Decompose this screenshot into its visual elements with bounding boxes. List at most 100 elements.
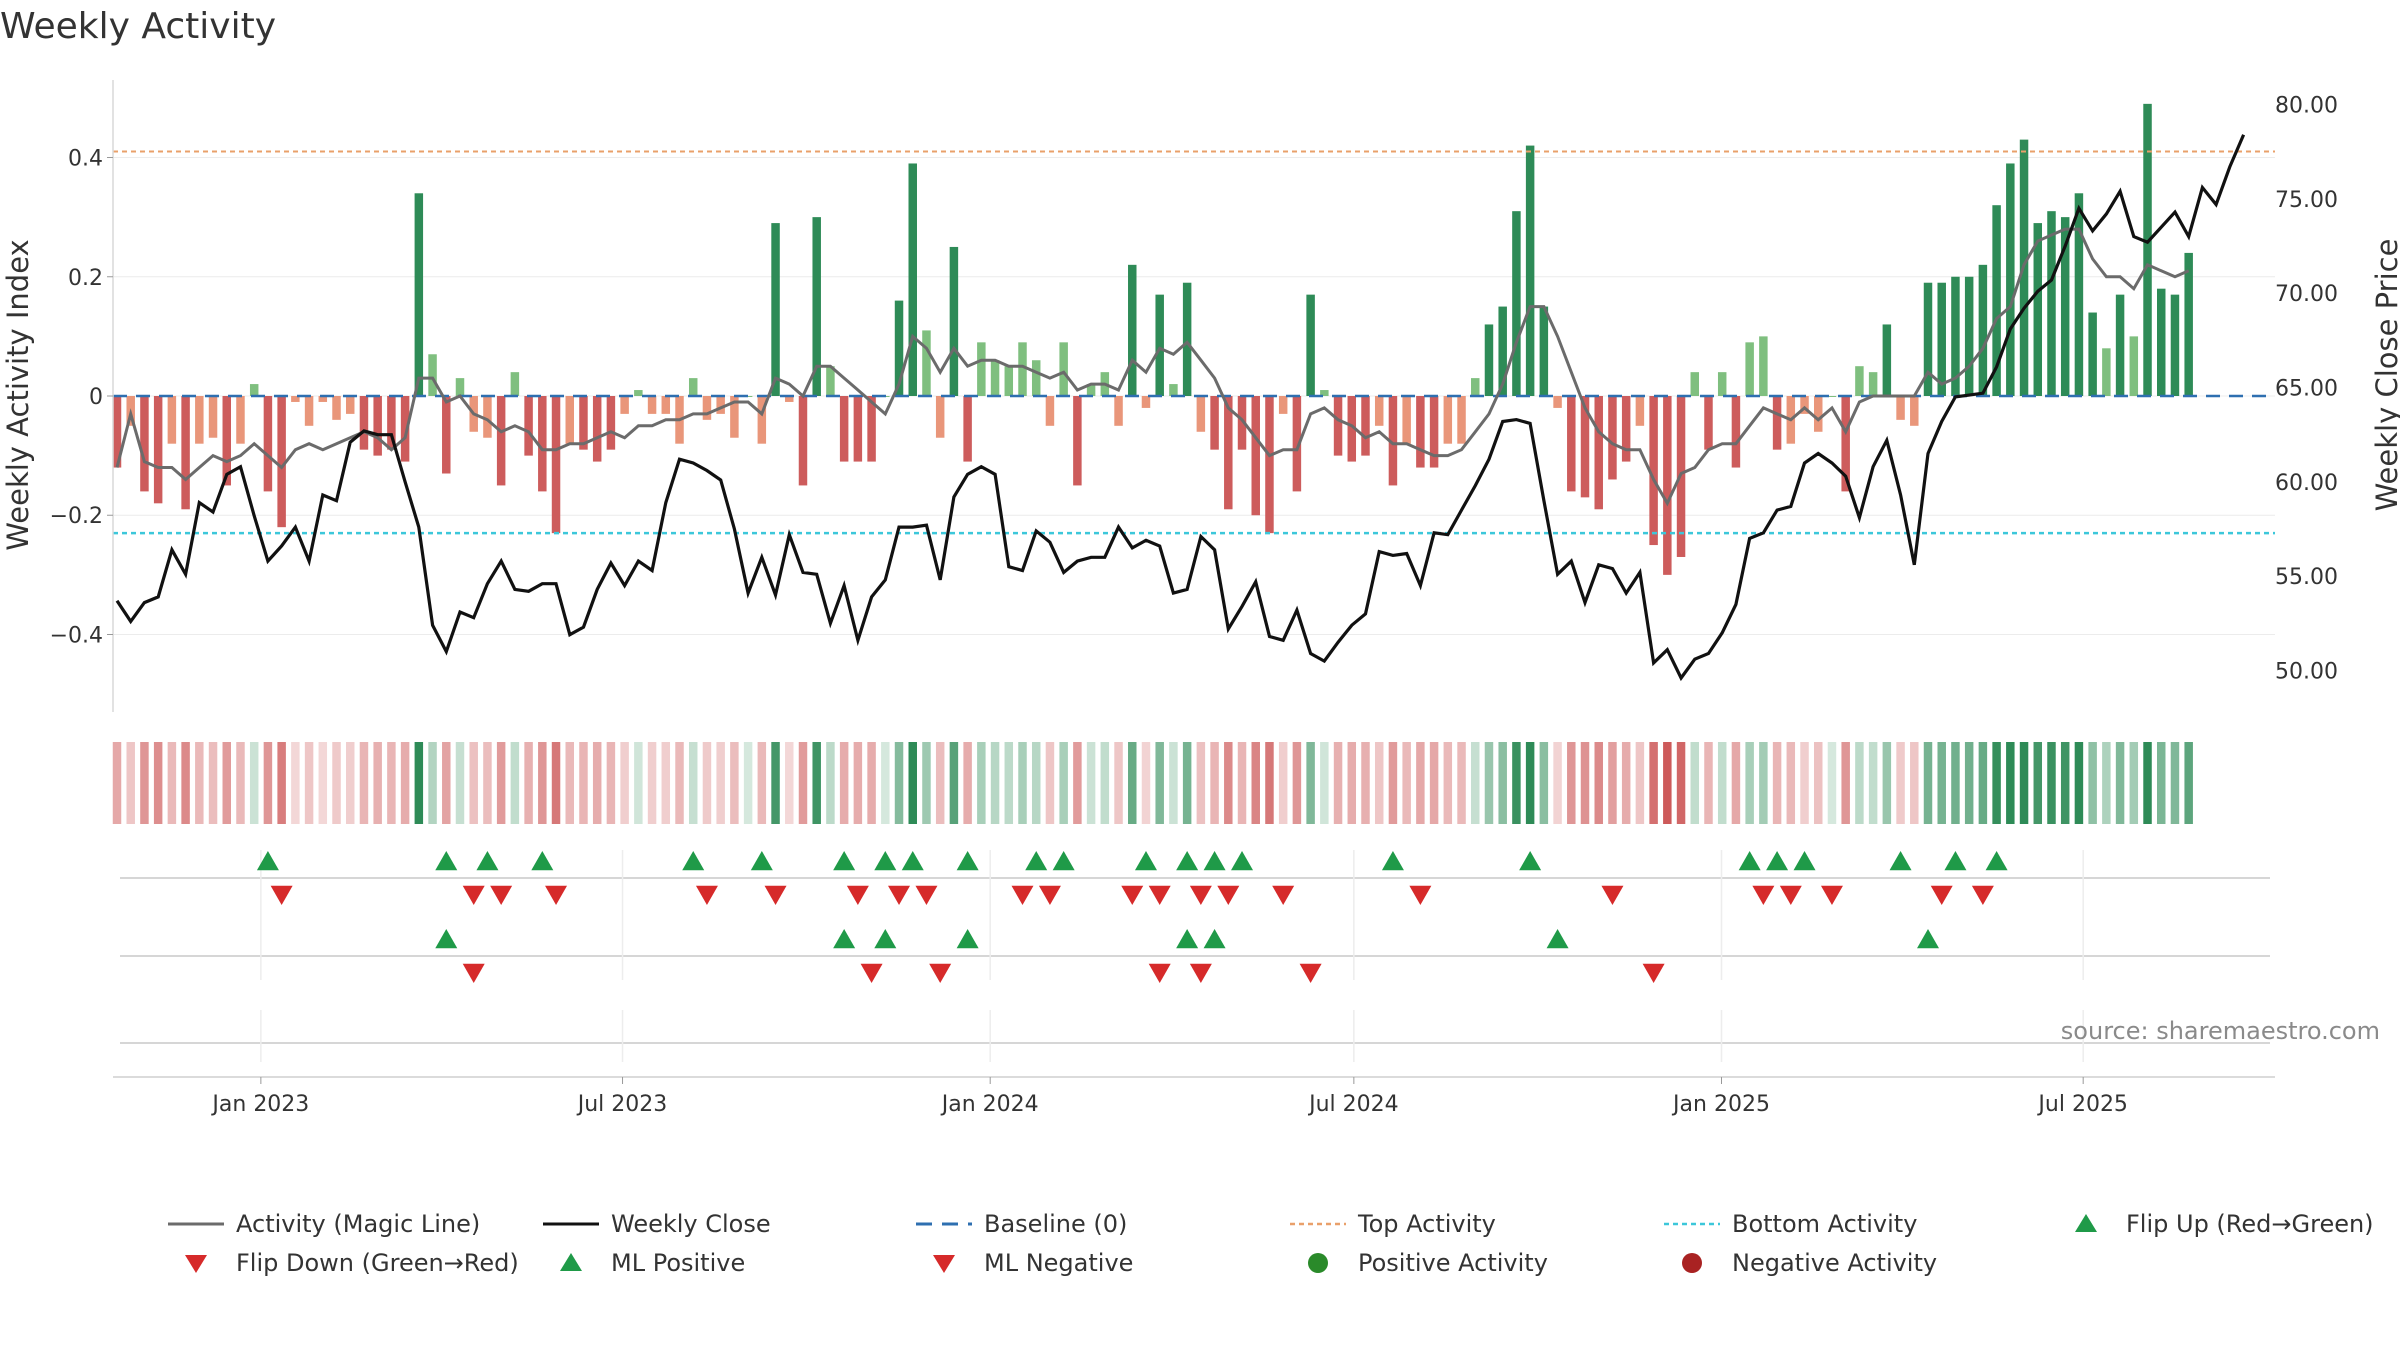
activity-bar [2184,252,2193,396]
heat-cell [785,742,794,824]
legend-dot-icon [1308,1253,1328,1273]
activity-bar [1594,396,1603,510]
heat-cell [1553,742,1562,824]
activity-bar [1155,294,1164,396]
left-tick-label: −0.4 [50,623,103,648]
heat-cell [963,742,972,824]
heat-cell [716,742,725,824]
heat-cell [1882,742,1892,824]
heat-cell [1388,742,1398,824]
heat-cell [524,742,533,824]
legend-triangle-up-icon [2075,1214,2097,1232]
activity-bar [1800,396,1809,414]
flip-markers [256,851,2008,983]
heat-cell [195,742,204,824]
activity-bar [894,300,904,396]
legend-dot-icon [1682,1253,1702,1273]
flip-down-marker [1930,885,1953,905]
heat-cell [551,742,561,824]
activity-bar [2115,294,2125,396]
activity-bar [922,330,931,396]
activity-bar [579,396,588,450]
heat-cell [2143,742,2152,824]
activity-bar [1265,396,1274,534]
right-tick-label: 80.00 [2275,94,2338,119]
ml-negative-marker [1148,963,1171,983]
activity-bar [1210,396,1219,450]
activity-bar [2143,103,2152,396]
activity-bar [1196,396,1206,432]
activity-bar [332,396,341,420]
heat-cell [1567,742,1576,824]
heat-cell [236,742,245,824]
heat-cell [1333,742,1343,824]
activity-bar [2088,312,2097,396]
activity-bar [387,396,396,450]
heat-cell [1059,742,1068,824]
heat-cell [455,742,465,824]
activity-bar [1759,336,1768,396]
activity-bar [1690,372,1700,396]
activity-bar [963,396,972,462]
legend-label: Top Activity [1357,1210,1496,1238]
activity-bar [1923,282,1933,396]
activity-bar [1018,342,1027,396]
flip-down-marker [1272,885,1295,905]
activity-bar [1580,396,1590,498]
flip-up-marker [1519,851,1542,871]
heat-cell [1800,742,1809,824]
activity-bar [112,396,122,468]
heat-cell [2074,742,2084,824]
heat-cell [277,742,286,824]
flip-up-marker [1203,851,1226,871]
flip-up-marker [1944,851,1967,871]
activity-bar [1772,396,1782,450]
heat-cell [1896,742,1905,824]
activity-bar [1182,282,1192,396]
activity-bar [839,396,849,462]
activity-bar [1457,396,1466,444]
activity-bar [414,193,424,396]
heat-cell [1128,742,1137,824]
heat-cell [442,742,451,824]
activity-bar [1498,306,1507,396]
heat-cell [428,742,437,824]
heat-cell [1347,742,1357,824]
activity-bar [1635,396,1645,426]
activity-bar [140,396,149,492]
heat-cell [1827,742,1837,824]
activity-bar [428,354,437,396]
heat-cell [647,742,657,824]
ml-negative-marker [462,963,485,983]
activity-bar [359,396,369,450]
activity-bar [977,342,986,396]
flip-up-marker [256,851,279,871]
legend-item: Baseline (0) [916,1210,1127,1238]
flip-down-marker [1189,885,1212,905]
activity-bar [771,223,780,396]
heat-cell [1457,742,1466,824]
heat-cell [1251,742,1260,824]
heat-cell [1429,742,1439,824]
heat-cell [469,742,478,824]
heat-cell [935,742,945,824]
heat-cell [126,742,135,824]
heat-cell [1704,742,1713,824]
heat-cell [1278,742,1288,824]
right-tick-label: 60.00 [2275,471,2338,496]
activity-bar [1868,372,1878,396]
legend-label: Baseline (0) [984,1210,1127,1238]
heat-cell [949,742,959,824]
activity-bar [263,396,273,492]
heat-cell [853,742,863,824]
heat-cell [140,742,149,824]
activity-bar [1471,378,1480,396]
activity-bar [222,396,231,486]
heat-cell [263,742,273,824]
x-tick-label: Jan 2024 [940,1092,1039,1117]
activity-bar [867,396,876,462]
flip-down-marker [1121,885,1144,905]
heat-cell [1196,742,1206,824]
heat-cell [2184,742,2193,824]
heat-cell [839,742,849,824]
